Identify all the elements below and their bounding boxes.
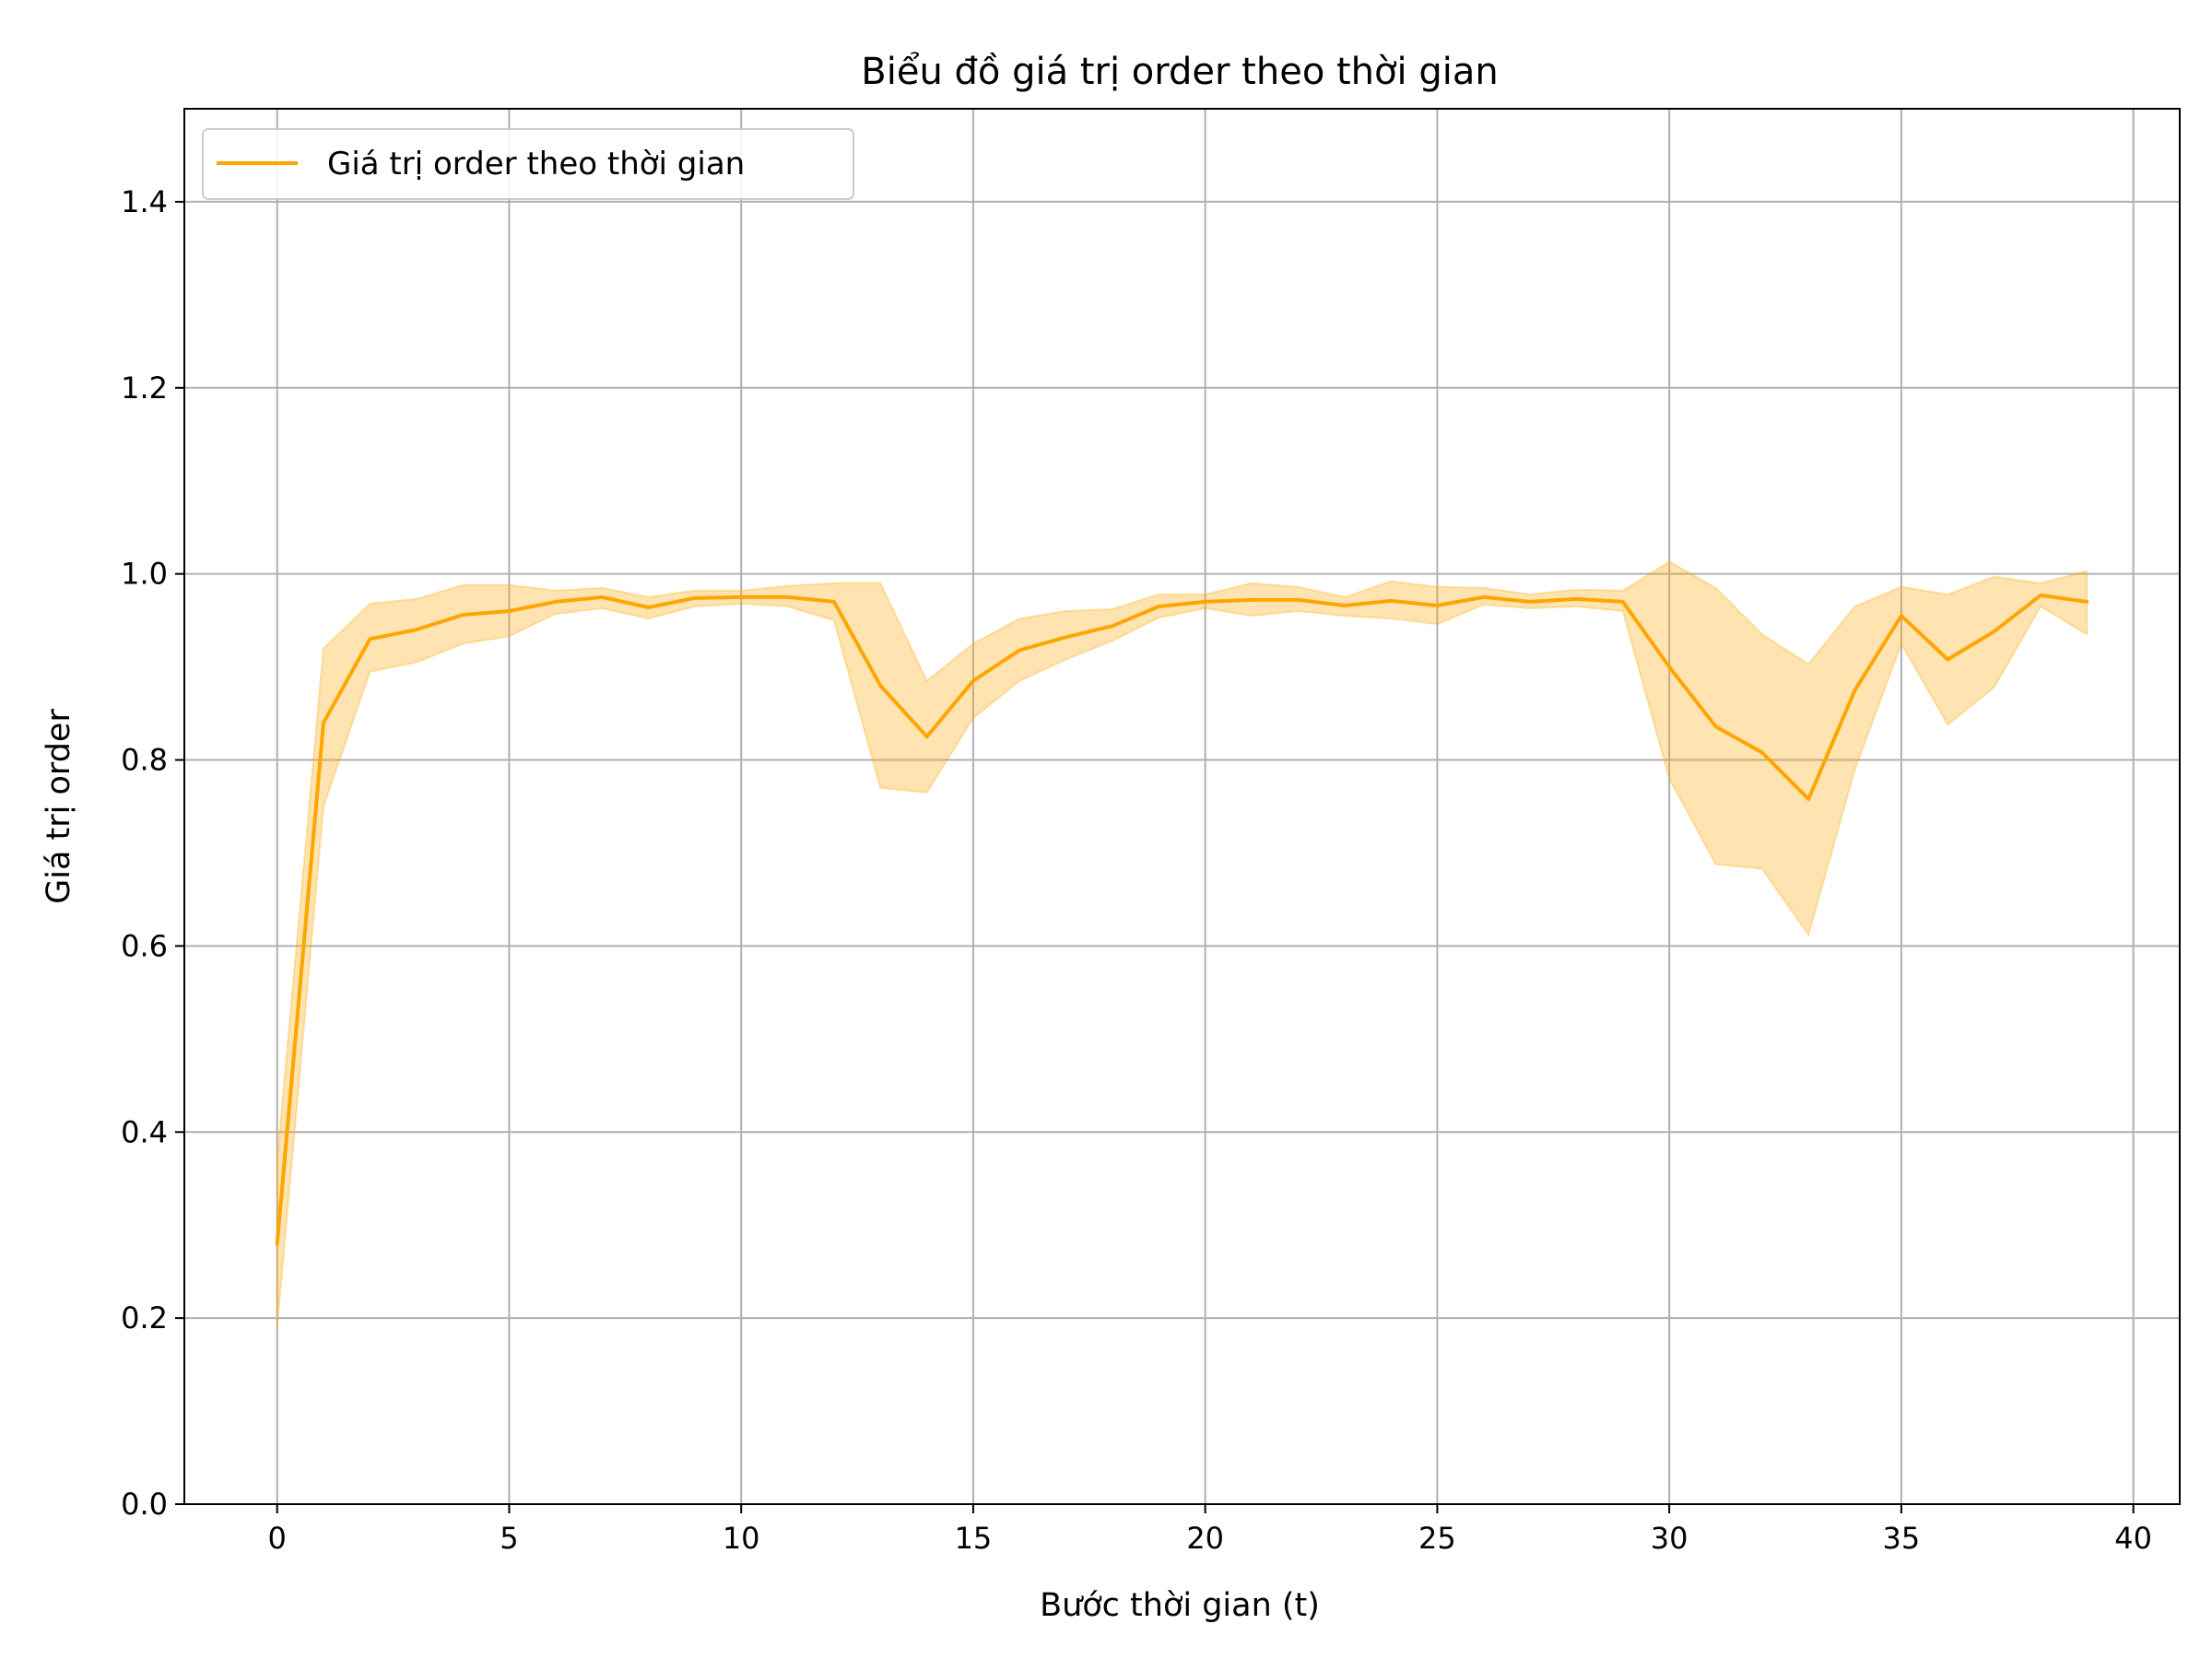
grid: [184, 109, 2180, 1505]
y-tick-label: 0.2: [121, 1300, 168, 1335]
y-tick-label: 1.0: [121, 557, 168, 592]
y-tick-label: 0.4: [121, 1114, 168, 1149]
x-tick-label: 0: [268, 1521, 287, 1556]
x-tick-label: 35: [1883, 1521, 1921, 1556]
x-axis: 0 5 10 15 20 25 30 35 40: [268, 1504, 2152, 1556]
x-tick-label: 40: [2114, 1521, 2152, 1556]
x-tick-label: 5: [500, 1521, 518, 1556]
legend: Giá trị order theo thời gian: [202, 128, 854, 200]
x-tick-label: 10: [723, 1521, 760, 1556]
y-tick-label: 1.4: [121, 184, 168, 219]
y-tick-label: 0.0: [121, 1487, 168, 1522]
series-line-layer: [275, 593, 2089, 1246]
x-tick-label: 30: [1651, 1521, 1688, 1556]
confidence-band: [276, 560, 2088, 1328]
confidence-band-layer: [276, 560, 2088, 1328]
y-axis: 0.0 0.2 0.4 0.6 0.8 1.0 1.2 1.4: [121, 184, 184, 1522]
y-tick-label: 1.2: [121, 371, 168, 406]
plot-area-frame: [183, 108, 2181, 1505]
y-axis-label: Giá trị order: [41, 709, 77, 904]
y-tick-label: 0.8: [121, 743, 168, 778]
y-tick-label: 0.6: [121, 928, 168, 963]
legend-label: Giá trị order theo thời gian: [327, 146, 745, 182]
x-tick-label: 25: [1418, 1521, 1456, 1556]
chart-title: Biểu đồ giá trị order theo thời gian: [861, 51, 1498, 93]
legend-box: [202, 128, 854, 200]
x-tick-label: 20: [1186, 1521, 1224, 1556]
x-axis-label: Bước thời gian (t): [1040, 1587, 1320, 1624]
series-line: [275, 593, 2089, 1246]
x-tick-label: 15: [955, 1521, 993, 1556]
